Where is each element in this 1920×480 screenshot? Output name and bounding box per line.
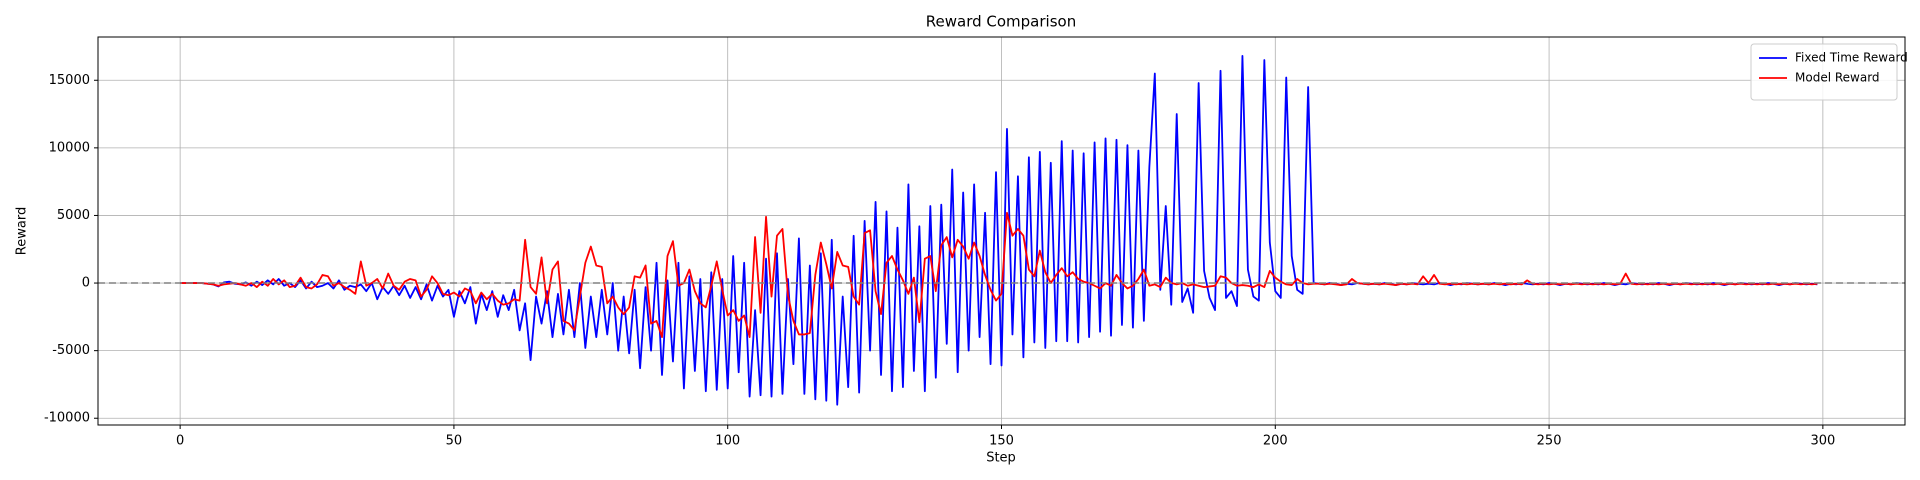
y-tick-label: 10000 <box>49 140 90 155</box>
y-tick-label: 5000 <box>57 208 90 223</box>
x-tick-label: 250 <box>1537 434 1562 449</box>
plot-frame <box>97 36 1906 426</box>
x-tick-label: 150 <box>989 434 1014 449</box>
legend-box <box>1750 43 1898 101</box>
x-tick-label: 50 <box>446 434 463 449</box>
y-tick-label: -10000 <box>44 411 90 426</box>
x-tick-label: 300 <box>1810 434 1835 449</box>
legend-label: Model Reward <box>1795 71 1880 85</box>
x-axis-label: Step <box>986 451 1016 466</box>
x-tick-label: 0 <box>176 434 184 449</box>
y-tick-label: 15000 <box>49 73 90 88</box>
chart-title: Reward Comparison <box>926 13 1076 31</box>
x-tick-label: 200 <box>1263 434 1288 449</box>
y-tick-label: 0 <box>82 276 90 291</box>
y-tick-label: -5000 <box>52 343 90 358</box>
x-tick-label: 100 <box>715 434 740 449</box>
y-axis-label: Reward <box>15 207 30 255</box>
legend-label: Fixed Time Reward <box>1795 51 1908 65</box>
series-line <box>180 211 1818 339</box>
